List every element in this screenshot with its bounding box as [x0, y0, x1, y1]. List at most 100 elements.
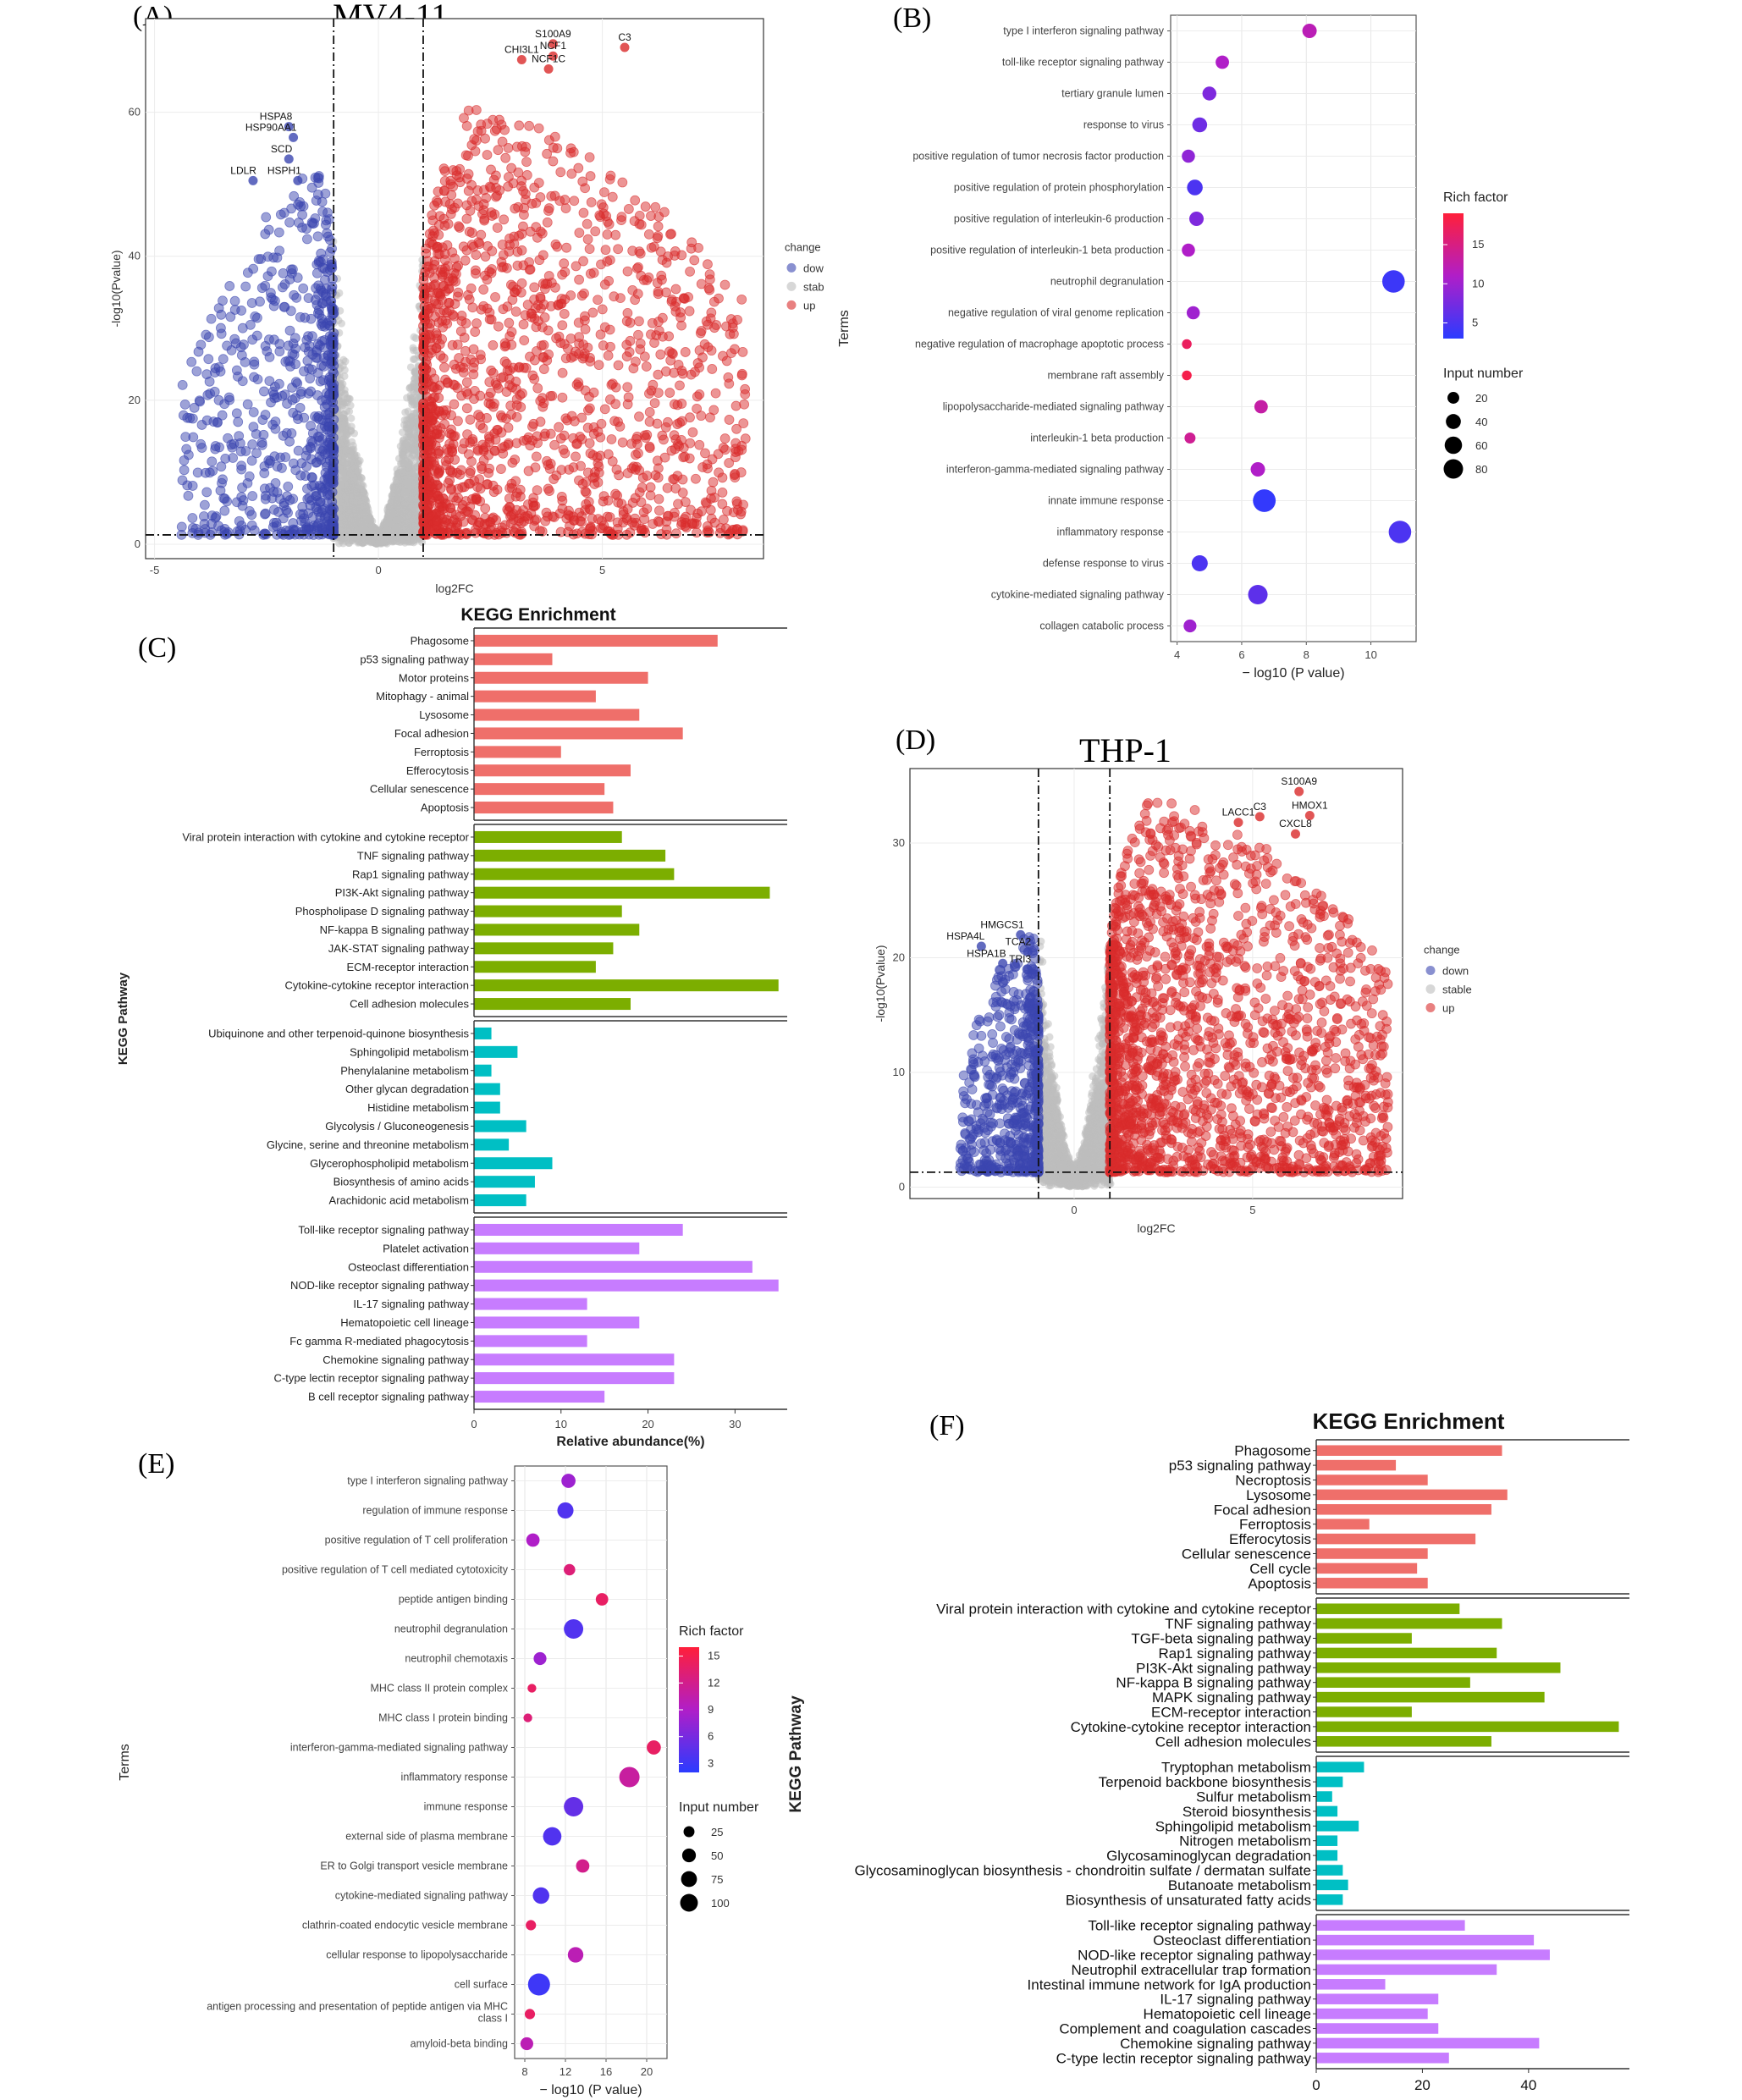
point-up — [471, 250, 482, 261]
point-up — [448, 181, 459, 192]
point-down — [277, 463, 287, 473]
point-up — [480, 442, 491, 453]
point-up — [731, 423, 741, 434]
point-up — [730, 400, 741, 411]
point-up — [677, 488, 688, 499]
point-up — [599, 187, 609, 198]
point-up — [542, 455, 552, 466]
point-up — [596, 418, 607, 429]
point-up — [439, 362, 449, 373]
point-down — [201, 369, 212, 380]
point-up — [606, 434, 617, 444]
legend-key — [786, 300, 797, 310]
point-down — [327, 464, 338, 475]
point-up — [557, 269, 568, 280]
point-up — [621, 339, 632, 350]
point-up — [444, 276, 455, 287]
point-up — [654, 505, 664, 516]
point-down — [297, 501, 308, 512]
panel-letter-e: (E) — [138, 1448, 174, 1480]
point-down — [218, 474, 228, 485]
point-up — [680, 347, 691, 357]
gene-label: NCF1 — [540, 40, 567, 52]
point-up — [598, 496, 609, 507]
point-up — [543, 203, 554, 213]
point-up — [669, 399, 680, 410]
point-down — [291, 292, 302, 303]
point-up — [535, 416, 546, 427]
point-down — [299, 366, 309, 377]
point-up — [685, 438, 696, 449]
point-up — [574, 274, 584, 285]
go-bubble-chart-mv4-11: type I interferon signaling pathwaytoll-… — [837, 14, 1524, 681]
point-down — [196, 438, 207, 449]
point-up — [488, 114, 499, 125]
point-down — [222, 496, 233, 507]
point-down — [179, 465, 190, 476]
point-up — [640, 433, 651, 444]
point-up — [631, 449, 641, 460]
point-up — [604, 255, 615, 266]
point-up — [574, 228, 585, 238]
point-down — [278, 513, 289, 524]
point-up — [653, 221, 664, 232]
point-up — [740, 389, 751, 400]
point-up — [634, 316, 644, 327]
point-up — [633, 329, 643, 340]
point-down — [319, 321, 330, 332]
point-up — [707, 364, 718, 374]
point-up — [488, 512, 499, 523]
point-down — [295, 196, 306, 207]
point-up — [560, 195, 571, 205]
point-up — [489, 445, 500, 456]
point-up — [440, 196, 451, 207]
point-up — [576, 511, 587, 521]
point-up — [708, 405, 719, 416]
point-up — [438, 493, 449, 504]
point-up — [484, 463, 494, 474]
point-down — [240, 281, 251, 292]
point-up — [635, 344, 646, 355]
x-axis-label: log2FC — [435, 581, 473, 595]
point-down — [278, 301, 289, 312]
point-up — [513, 167, 524, 178]
point-up — [657, 430, 668, 441]
point-down — [300, 342, 311, 353]
point-down — [297, 209, 307, 220]
point-up — [453, 221, 464, 232]
gene-point — [284, 154, 294, 164]
point-up — [443, 261, 454, 272]
point-down — [183, 490, 194, 501]
point-up — [511, 394, 522, 405]
point-up — [549, 439, 560, 450]
point-stable — [352, 492, 361, 500]
point-up — [529, 182, 540, 193]
point-down — [299, 513, 309, 524]
gene-point — [620, 42, 630, 52]
point-up — [628, 363, 639, 374]
point-up — [610, 229, 621, 240]
point-up — [558, 444, 569, 455]
point-up — [580, 311, 590, 322]
point-stable — [343, 394, 351, 402]
point-up — [714, 467, 725, 478]
point-up — [549, 190, 560, 201]
panel-letter-d: (D) — [896, 725, 935, 756]
point-up — [420, 384, 431, 395]
point-up — [604, 219, 615, 229]
point-up — [537, 352, 549, 363]
point-up — [593, 458, 604, 469]
point-stable — [402, 537, 411, 545]
point-up — [470, 327, 481, 337]
point-up — [634, 411, 644, 422]
point-up — [694, 389, 705, 400]
point-up — [597, 304, 608, 315]
point-up — [473, 410, 484, 421]
point-up — [532, 383, 543, 394]
point-up — [652, 418, 663, 429]
point-up — [657, 255, 668, 265]
point-up — [521, 434, 532, 445]
point-down — [259, 528, 270, 539]
point-down — [284, 217, 295, 228]
point-down — [317, 487, 328, 498]
